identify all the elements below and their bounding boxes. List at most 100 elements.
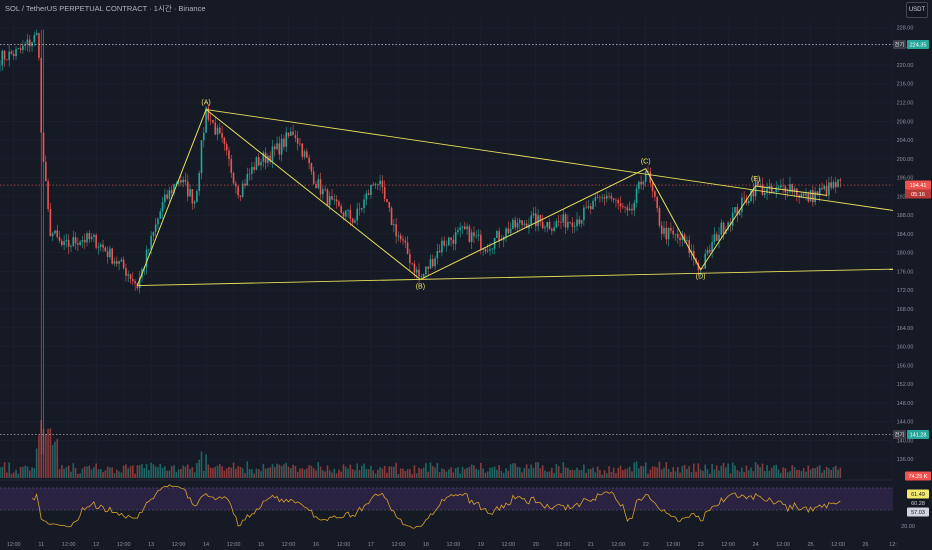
time-tick: 19 <box>478 542 484 548</box>
volume-bar <box>814 468 816 478</box>
volume-bar <box>571 469 574 478</box>
candle-body <box>459 227 462 231</box>
volume-bar <box>280 465 283 478</box>
candle-body <box>567 221 569 228</box>
volume-bar <box>626 468 629 478</box>
volume-bar <box>273 467 276 478</box>
volume-bar <box>402 468 404 478</box>
candle-body <box>754 181 757 197</box>
price-tick: 228.00 <box>897 25 914 31</box>
candle-body <box>340 205 342 213</box>
candle-body <box>454 232 457 244</box>
candle-body <box>63 241 65 245</box>
volume-bar <box>823 470 826 478</box>
volume-bar <box>202 470 205 478</box>
volume-bar <box>789 471 791 478</box>
volume-bar <box>663 467 665 478</box>
volume-bar <box>631 471 633 478</box>
candle-body <box>564 214 567 228</box>
volume-bar <box>88 465 91 478</box>
volume-bar <box>141 463 143 478</box>
candle-body <box>615 199 617 201</box>
candle-body <box>232 172 235 184</box>
currency-button[interactable]: USDT <box>906 2 928 18</box>
candle-body <box>496 231 498 238</box>
candle-body <box>702 268 704 269</box>
volume-bar <box>523 467 526 478</box>
volume-bar <box>541 465 544 478</box>
volume-bar <box>658 461 661 478</box>
candle-body <box>775 187 778 192</box>
volume-bar <box>351 469 354 478</box>
candle-body <box>720 222 723 235</box>
volume-bar <box>186 464 189 478</box>
volume-bar <box>773 465 775 478</box>
volume-bar <box>15 469 17 478</box>
candle-body <box>470 232 473 242</box>
candle-body <box>434 258 436 267</box>
volume-bar <box>800 471 803 478</box>
volume-bar <box>237 466 239 478</box>
bottom-level-short: 전기 <box>894 430 904 438</box>
volume-bar <box>573 470 576 478</box>
volume-bar <box>63 468 65 478</box>
candle-body <box>338 201 340 206</box>
time-tick: 14 <box>203 542 209 548</box>
volume-bar <box>509 464 512 478</box>
candle-body <box>658 208 661 226</box>
candle-body <box>628 208 631 211</box>
top-level-short: 전기 <box>894 41 904 49</box>
candle-body <box>70 246 72 247</box>
volume-bar <box>752 471 755 478</box>
volume-bar <box>132 465 134 478</box>
candle-body <box>173 184 175 194</box>
candle-body <box>631 208 633 211</box>
volume-bar <box>731 462 734 478</box>
volume-bar <box>38 435 40 478</box>
volume-bar <box>118 471 120 478</box>
candle-body <box>372 184 375 186</box>
candle-body <box>72 237 75 247</box>
price-tick: 180.00 <box>897 251 914 257</box>
volume-bar <box>486 471 489 478</box>
candle-body <box>521 220 523 225</box>
volume-bar <box>537 462 539 478</box>
candle-body <box>42 132 45 162</box>
volume-bar <box>530 464 533 478</box>
volume-bar <box>152 464 155 478</box>
candle-body <box>200 140 203 174</box>
candle-body <box>383 187 386 200</box>
volume-bar <box>475 468 478 478</box>
candle-body <box>404 240 407 243</box>
volume-bar <box>145 464 148 478</box>
candle-body <box>782 185 784 187</box>
volume-bar <box>342 464 345 478</box>
volume-bar <box>695 471 697 478</box>
candle-body <box>15 49 17 57</box>
candle-body <box>596 197 599 198</box>
volume-bar <box>292 464 294 478</box>
volume-bar <box>264 468 267 478</box>
candle-body <box>367 193 370 196</box>
volume-bar <box>74 467 77 478</box>
candle-body <box>537 215 539 227</box>
volume-bar <box>383 466 386 478</box>
candle-body <box>752 190 755 197</box>
price-tick: 152.00 <box>897 382 914 388</box>
volume-bar <box>205 454 207 478</box>
candle-body <box>647 171 649 172</box>
volume-bar <box>608 466 610 478</box>
volume-bar <box>216 465 219 478</box>
volume-bar <box>718 470 720 478</box>
volume-bar <box>58 469 61 478</box>
rsi-tag: 61.49 <box>911 492 925 498</box>
volume-bar <box>837 469 839 478</box>
volume-bar <box>22 466 24 478</box>
time-tick: 12:00 <box>831 542 845 548</box>
volume-bar <box>365 468 368 478</box>
time-axis-bg <box>0 536 932 550</box>
volume-bar <box>276 463 278 478</box>
bottom-level-short-bg <box>893 429 906 439</box>
volume-bar <box>674 471 677 478</box>
